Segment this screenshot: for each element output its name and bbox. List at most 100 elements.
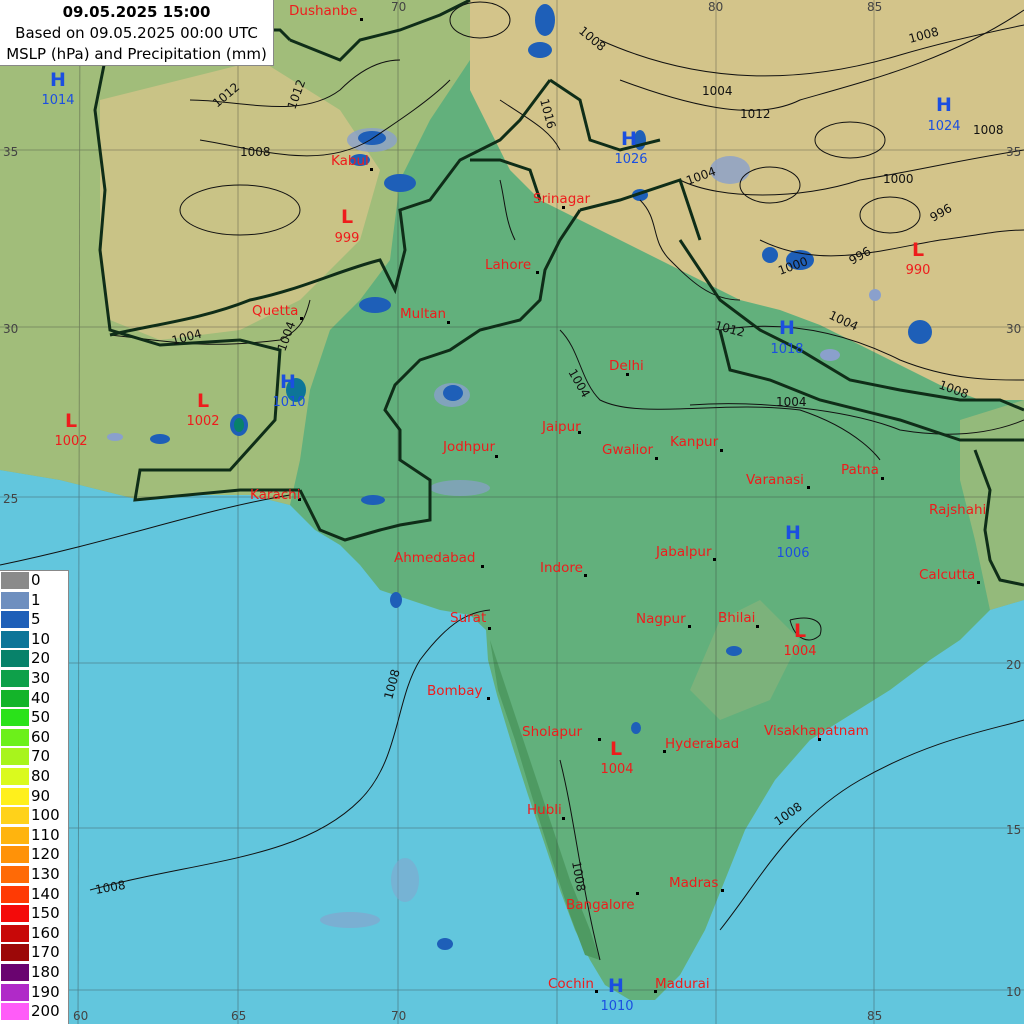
pressure-symbol: L [912,239,924,261]
legend-label: 160 [31,923,60,942]
legend-swatch [1,611,29,629]
lat-label-35: 35 [3,145,18,159]
city-label-delhi: Delhi [609,358,644,374]
borders [93,0,1024,587]
legend-label: 190 [31,982,60,1001]
pressure-value: 1010 [272,395,305,410]
precipitation-legend: 0 1 5 10 20 30 40 50 60 70 80 90 100 110 120 130 140 150 1… [0,570,69,1024]
pressure-value: 1026 [614,152,647,167]
legend-row: 30 [0,669,69,689]
legend-row: 10 [0,630,69,650]
legend-row: 90 [0,787,69,807]
city-label-madurai: Madurai [655,976,710,992]
city-label-madras: Madras [669,875,718,891]
tibet-highland [470,0,1024,400]
legend-swatch [1,866,29,883]
legend-row: 160 [0,924,69,944]
pressure-value: 1006 [776,546,809,561]
legend-swatch [1,670,29,687]
legend-row: 60 [0,728,69,748]
low-pressure-center: L 999 [335,206,360,246]
city-label-indore: Indore [540,560,583,576]
lon-label-70: 70 [391,1009,406,1023]
isobar-label: 1008 [569,860,588,893]
legend-swatch [1,709,29,727]
city-label-jodhpur: Jodhpur [442,439,495,455]
pressure-symbol: H [785,522,801,544]
city-labels: Dushanbe Kabul Srinagar Lahore Quetta Mu… [250,3,986,992]
city-label-calcutta: Calcutta [919,567,975,583]
high-pressure-center: H 1024 [927,94,960,134]
legend-row: 110 [0,826,69,846]
legend-label: 50 [31,708,51,727]
legend-swatch [1,944,29,962]
legend-swatch [1,572,29,589]
legend-label: 100 [31,806,60,825]
pressure-centers: H 1014 L 999 H 1026 H 1024 L 990 H 1018 … [41,69,960,1014]
legend-label: 140 [31,884,60,903]
legend-label: 60 [31,727,51,746]
legend-label: 90 [31,786,51,805]
lat-label-35-right: 35 [1006,145,1021,159]
legend-swatch [1,768,29,785]
lon-label-80-top: 80 [708,0,723,14]
pressure-symbol: L [341,206,353,228]
lat-label-10-right: 10 [1006,985,1021,999]
city-label-jabalpur: Jabalpur [655,544,712,560]
legend-label: 20 [31,649,51,668]
legend-row: 5 [0,610,69,630]
legend-swatch [1,591,29,609]
legend-label: 150 [31,904,60,923]
legend-row: 100 [0,806,69,826]
legend-label: 5 [31,610,41,629]
base-time: Based on 09.05.2025 00:00 UTC [15,24,258,42]
legend-swatch [1,748,29,766]
isobar-label: 1012 [740,107,771,121]
legend-label: 0 [31,571,41,589]
city-label-surat: Surat [450,610,486,626]
city-label-patna: Patna [841,462,879,478]
isobar-label: 1008 [240,145,271,159]
isobar-label: 1004 [776,395,807,409]
lat-label-30-right: 30 [1006,322,1021,336]
eastern-ghats [690,600,800,720]
isobar-label: 1008 [973,123,1004,137]
high-pressure-center: H 1006 [776,522,809,561]
city-label-karachi: Karachi [250,487,300,503]
isobar-label: 1004 [702,84,733,98]
city-label-srinagar: Srinagar [533,191,591,207]
axis-labels: 60 65 70 70 80 85 85 35 35 30 30 25 20 1… [3,0,1021,1023]
high-pressure-center: H 1014 [41,69,74,108]
pressure-value: 1018 [770,342,803,357]
legend-row: 140 [0,885,69,905]
city-label-bombay: Bombay [427,683,483,699]
city-label-bhilai: Bhilai [718,610,755,626]
city-label-sholapur: Sholapur [522,724,583,740]
pressure-value: 999 [335,231,360,246]
legend-row: 1 [0,591,69,611]
legend-swatch [1,905,29,923]
lon-label-70-top: 70 [391,0,406,14]
city-label-hubli: Hubli [527,802,562,818]
pressure-value: 1004 [783,644,816,659]
field-description: MSLP (hPa) and Precipitation (mm) [6,45,267,63]
legend-label: 130 [31,865,60,883]
lon-label-60: 60 [73,1009,88,1023]
legend-label: 110 [31,825,60,844]
high-pressure-center: H 1010 [272,371,305,410]
city-label-gwalior: Gwalior [602,442,654,458]
legend-swatch [1,728,29,746]
city-label-dushanbe: Dushanbe [289,3,357,19]
lat-label-25: 25 [3,492,18,506]
pressure-symbol: H [280,371,296,393]
legend-label: 170 [31,943,60,962]
pressure-symbol: H [779,317,795,339]
city-label-ahmedabad: Ahmedabad [394,550,476,566]
city-label-rajshahi: Rajshahi [929,502,986,518]
pressure-symbol: H [50,69,66,91]
city-label-bangalore: Bangalore [566,897,635,913]
western-ghats [490,640,600,960]
legend-row: 170 [0,943,69,963]
city-label-lahore: Lahore [485,257,531,273]
